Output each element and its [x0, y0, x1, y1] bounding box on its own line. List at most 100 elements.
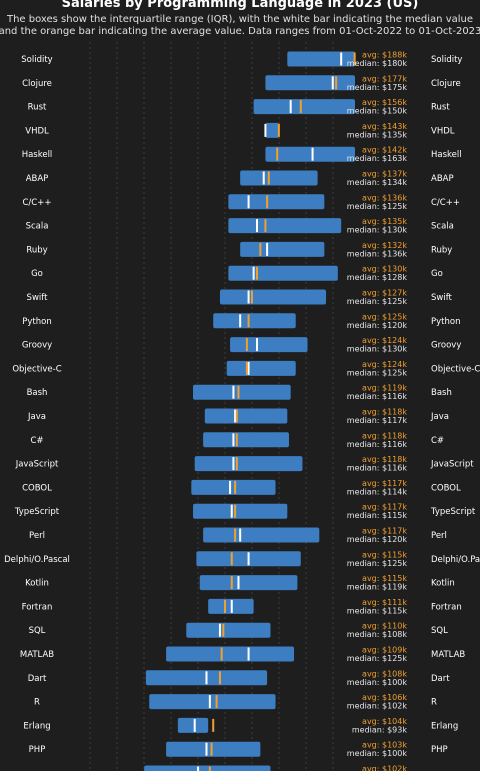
- average-value-label: avg: $124k: [362, 336, 407, 345]
- median-value-label: median: $115k: [347, 606, 408, 615]
- iqr-box: [226, 360, 296, 376]
- average-marker: [264, 219, 267, 233]
- language-label-right: Groovy: [431, 341, 461, 351]
- median-marker: [234, 409, 237, 423]
- language-label-right: TypeScript: [430, 507, 476, 517]
- language-label-right: ABAP: [431, 174, 454, 184]
- language-row: Objective-C Objective-C avg: $124kmedian: …: [12, 360, 480, 378]
- language-label-left: C/C++: [23, 198, 52, 208]
- language-label-right: Delphi/O.Pascal: [431, 555, 480, 565]
- iqr-box: [240, 170, 318, 186]
- average-value-label: avg: $108k: [362, 669, 407, 678]
- language-label-left: Ruby: [26, 245, 47, 255]
- language-label-right: Perl: [431, 531, 447, 541]
- language-label-left: VHDL: [25, 126, 49, 136]
- language-label-left: Clojure: [22, 79, 52, 89]
- average-marker: [208, 766, 211, 771]
- iqr-box: [230, 337, 308, 353]
- language-label-right: Objective-C: [431, 364, 480, 374]
- median-marker: [232, 433, 235, 447]
- language-label-right: C#: [431, 436, 444, 446]
- iqr-box: [287, 51, 355, 67]
- median-marker: [230, 504, 233, 518]
- language-label-right: Erlang: [431, 721, 458, 731]
- language-label-right: VHDL: [431, 126, 455, 136]
- language-label-right: Java: [430, 412, 449, 422]
- median-value-label: median: $163k: [347, 154, 408, 163]
- iqr-box: [193, 384, 291, 400]
- language-label-right: R: [431, 698, 437, 708]
- language-label-right: Python: [431, 317, 460, 327]
- median-marker: [289, 100, 292, 114]
- iqr-box: [265, 75, 355, 91]
- median-marker: [255, 338, 258, 352]
- average-value-label: avg: $102k: [362, 765, 407, 771]
- average-value-label: avg: $104k: [362, 717, 407, 726]
- iqr-box: [203, 527, 320, 543]
- average-marker: [224, 599, 227, 613]
- chart-subtitle-line-2: and the orange bar indicating the averag…: [0, 26, 480, 37]
- median-value-label: median: $117k: [347, 416, 408, 425]
- median-value-label: median: $100k: [347, 749, 408, 758]
- median-value-label: median: $150k: [347, 107, 408, 116]
- chart-title: Salaries by Programming Language in 2023…: [62, 0, 419, 11]
- language-label-left: COBOL: [22, 483, 52, 493]
- average-value-label: avg: $143k: [362, 122, 407, 131]
- average-value-label: avg: $118k: [362, 455, 407, 464]
- iqr-box: [228, 218, 342, 234]
- median-value-label: median: $134k: [347, 178, 408, 187]
- average-value-label: avg: $132k: [362, 241, 407, 250]
- median-marker: [255, 219, 258, 233]
- average-value-label: avg: $135k: [362, 217, 407, 226]
- average-marker: [250, 290, 253, 304]
- language-label-left: Erlang: [23, 721, 50, 731]
- language-label-right: COBOL: [431, 483, 461, 493]
- median-marker: [232, 457, 235, 471]
- average-marker: [220, 647, 223, 661]
- median-value-label: median: $130k: [347, 345, 408, 354]
- language-label-left: PHP: [29, 745, 46, 755]
- language-label-left: Java: [27, 412, 46, 422]
- language-label-right: Go: [431, 269, 443, 279]
- average-marker: [335, 76, 338, 90]
- language-label-right: Clojure: [431, 79, 461, 89]
- average-value-label: avg: $137k: [362, 170, 407, 179]
- median-value-label: median: $125k: [347, 559, 408, 568]
- average-marker: [230, 552, 233, 566]
- language-label-left: SQL: [29, 626, 46, 636]
- median-marker: [230, 599, 233, 613]
- average-value-label: avg: $115k: [362, 574, 407, 583]
- median-marker: [205, 671, 208, 685]
- median-value-label: median: $130k: [347, 226, 408, 235]
- average-marker: [277, 123, 280, 137]
- median-marker: [262, 171, 265, 185]
- iqr-box: [186, 622, 271, 638]
- median-marker: [331, 76, 334, 90]
- median-marker: [264, 123, 267, 137]
- iqr-box: [177, 717, 209, 733]
- language-label-left: MATLAB: [20, 650, 54, 660]
- median-marker: [232, 385, 235, 399]
- iqr-box: [213, 313, 296, 329]
- average-marker: [235, 409, 238, 423]
- median-marker: [340, 52, 343, 66]
- median-value-label: median: $135k: [347, 130, 408, 139]
- median-marker: [239, 314, 242, 328]
- average-value-label: avg: $125k: [362, 312, 407, 321]
- median-value-label: median: $120k: [347, 321, 408, 330]
- language-label-right: Ruby: [431, 245, 452, 255]
